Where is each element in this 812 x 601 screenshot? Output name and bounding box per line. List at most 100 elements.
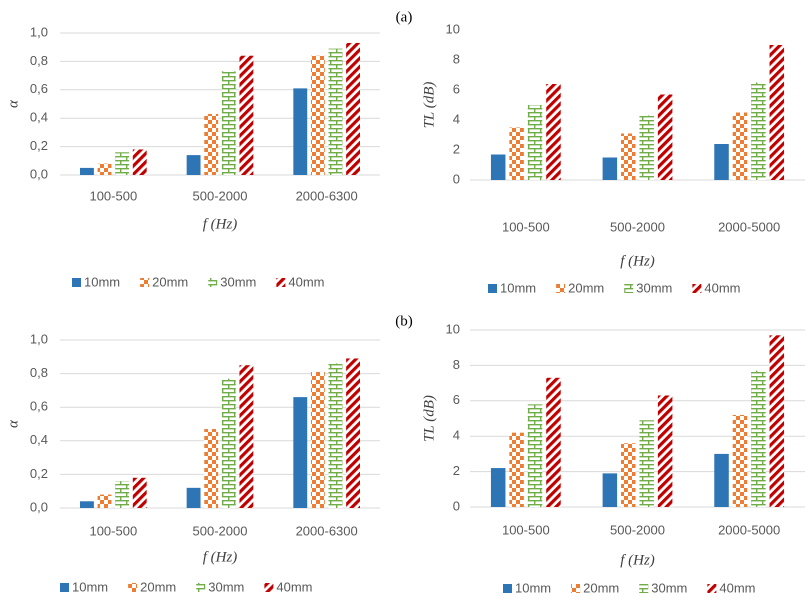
y-tick-label: 0,8	[30, 53, 48, 68]
x-tick-label: 2000-6300	[296, 523, 358, 538]
bar	[509, 127, 524, 180]
legend-swatch	[140, 278, 150, 287]
chart-panel: 0,0 0,2 0,4 0,6 0,8 1,0 α f (Hz) 100-500 500-2000…	[5, 331, 380, 594]
y-tick-label: 0,4	[30, 110, 48, 125]
legend-label: 30mm	[651, 580, 687, 595]
bar	[621, 443, 636, 507]
y-tick-label: 0,2	[30, 138, 48, 153]
bar	[490, 468, 506, 507]
bar	[602, 157, 618, 180]
x-tick-label: 500-2000	[193, 188, 248, 203]
y-tick-label: 0,6	[30, 81, 48, 96]
bar	[204, 113, 219, 175]
legend-label: 20mm	[152, 274, 188, 289]
bar	[732, 112, 748, 180]
y-tick-label: 0,0	[30, 166, 48, 181]
y-tick-label: 0	[453, 171, 460, 186]
bar	[239, 365, 254, 508]
bar	[115, 481, 130, 508]
bar	[751, 82, 766, 180]
panel-label: (b)	[395, 313, 413, 329]
x-tick-label: 100-500	[89, 188, 137, 203]
bar	[328, 48, 343, 176]
bar	[186, 155, 201, 175]
legend-swatch	[488, 284, 497, 293]
bar	[80, 501, 94, 508]
y-tick-label: 4	[453, 111, 460, 126]
bar	[346, 358, 360, 508]
bar	[293, 88, 308, 175]
bar	[204, 429, 219, 508]
bar	[527, 105, 543, 180]
legend-swatch	[196, 583, 206, 592]
y-tick-label: 2	[453, 463, 460, 478]
legend-swatch	[60, 583, 69, 592]
legend-swatch	[72, 278, 81, 287]
legend-label: 30mm	[636, 280, 672, 295]
x-axis-label: f (Hz)	[203, 216, 238, 232]
legend-label: 40mm	[704, 280, 740, 295]
y-tick-label: 0,8	[30, 365, 48, 380]
legend-label: 20mm	[568, 280, 604, 295]
bar	[602, 473, 618, 507]
bar	[639, 115, 654, 180]
bar	[328, 363, 343, 508]
bar	[132, 477, 147, 508]
y-tick-label: 10	[446, 321, 460, 336]
y-axis-label: α	[5, 419, 21, 428]
legend-swatch	[692, 284, 702, 293]
y-tick-label: 6	[453, 392, 460, 407]
legend-label: 10mm	[500, 280, 536, 295]
y-tick-label: 8	[453, 357, 460, 372]
legend-swatch	[556, 284, 566, 293]
bar	[751, 370, 766, 507]
x-axis-label: f (Hz)	[620, 552, 655, 568]
x-tick-label: 100-500	[502, 522, 550, 537]
legend-swatch	[624, 284, 634, 293]
x-axis-label: f (Hz)	[620, 253, 655, 269]
y-tick-label: 6	[453, 81, 460, 96]
bar	[80, 167, 94, 175]
bar	[239, 55, 254, 175]
legend-label: 30mm	[208, 579, 244, 594]
bar	[490, 154, 506, 180]
bar	[509, 432, 524, 507]
bar	[132, 149, 147, 175]
x-tick-label: 100-500	[89, 523, 137, 538]
legend-swatch	[503, 584, 512, 593]
x-tick-label: 2000-6300	[296, 188, 358, 203]
legend-label: 30mm	[220, 274, 256, 289]
legend-label: 40mm	[276, 579, 312, 594]
bar	[714, 144, 729, 180]
bar	[115, 152, 130, 175]
x-axis-label: f (Hz)	[203, 549, 238, 565]
y-tick-label: 4	[453, 428, 460, 443]
bar	[714, 453, 729, 507]
bar	[221, 378, 236, 508]
bar	[732, 414, 748, 507]
chart-panel: 0,0 0,2 0,4 0,6 0,8 1,0 α f (Hz) 100-500 500-2000…	[5, 24, 380, 289]
y-tick-label: 0,0	[30, 499, 48, 514]
y-tick-label: 10	[446, 21, 460, 36]
bar	[186, 487, 201, 508]
legend-label: 20mm	[140, 579, 176, 594]
bar	[97, 494, 112, 508]
x-tick-label: 100-500	[502, 219, 550, 234]
y-tick-label: 8	[453, 51, 460, 66]
bar	[310, 55, 325, 175]
y-tick-label: 1,0	[30, 24, 48, 39]
legend-label: 40mm	[288, 274, 324, 289]
bar	[639, 420, 654, 507]
x-tick-label: 2000-5000	[718, 219, 780, 234]
legend-label: 10mm	[515, 580, 551, 595]
bar	[546, 84, 561, 180]
y-tick-label: 0,2	[30, 466, 48, 481]
legend-label: 10mm	[72, 579, 108, 594]
x-tick-label: 500-2000	[610, 219, 665, 234]
chart-panel: 0 2 4 6 8 10 TL (dB) f (Hz) (a) 100-500 500-2000 20…	[396, 9, 805, 295]
bar	[769, 335, 785, 507]
bar	[546, 377, 561, 507]
bar	[221, 71, 236, 175]
bar	[527, 404, 543, 507]
